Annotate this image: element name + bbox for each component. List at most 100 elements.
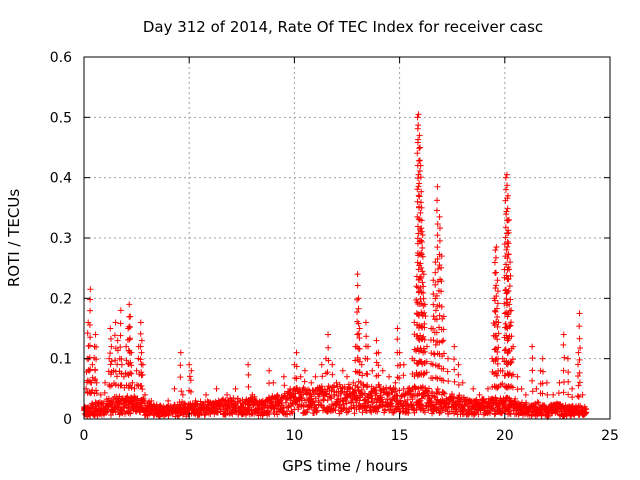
data-point bbox=[455, 361, 462, 368]
spike-point bbox=[107, 335, 114, 342]
noise-point bbox=[440, 389, 447, 396]
noise-point bbox=[582, 406, 589, 413]
noise-point bbox=[376, 383, 383, 390]
spike-point bbox=[504, 205, 511, 212]
noise-point bbox=[295, 406, 302, 413]
noise-point bbox=[318, 383, 325, 390]
noise-point bbox=[380, 385, 387, 392]
data-point bbox=[266, 367, 273, 374]
spike-point bbox=[507, 296, 514, 303]
noise-point bbox=[396, 387, 403, 394]
data-point bbox=[418, 204, 425, 211]
noise-point bbox=[250, 402, 257, 409]
spike-point bbox=[101, 389, 108, 396]
spike-point bbox=[394, 374, 401, 381]
x-tick-label: 10 bbox=[285, 428, 303, 444]
spike-point bbox=[114, 347, 121, 354]
data-point bbox=[329, 361, 336, 368]
x-axis-label: GPS time / hours bbox=[282, 457, 408, 475]
data-point bbox=[112, 319, 119, 326]
noise-point bbox=[131, 397, 138, 404]
data-point bbox=[414, 114, 421, 121]
data-point bbox=[451, 343, 458, 350]
spike-point bbox=[436, 312, 443, 319]
spike-point bbox=[419, 244, 426, 251]
noise-point bbox=[362, 390, 369, 397]
x-tick-label: 25 bbox=[601, 428, 619, 444]
data-point bbox=[502, 174, 509, 181]
spike-point bbox=[354, 282, 361, 289]
spike-point bbox=[451, 356, 458, 363]
spike-point bbox=[494, 300, 501, 307]
data-point bbox=[312, 373, 319, 380]
data-point bbox=[470, 385, 477, 392]
data-point bbox=[415, 111, 422, 118]
spike-point bbox=[434, 197, 441, 204]
data-point bbox=[293, 349, 300, 356]
spike-point bbox=[138, 349, 145, 356]
data-point bbox=[339, 367, 346, 374]
noise-point bbox=[181, 400, 188, 407]
noise-point bbox=[364, 398, 371, 405]
data-point bbox=[392, 379, 399, 386]
noise-point bbox=[397, 397, 404, 404]
noise-point bbox=[324, 397, 331, 404]
noise-point bbox=[237, 399, 244, 406]
spike-point bbox=[139, 371, 146, 378]
noise-point bbox=[498, 410, 505, 417]
data-point bbox=[138, 337, 145, 344]
noise-point bbox=[127, 410, 134, 417]
noise-point bbox=[278, 394, 285, 401]
data-point bbox=[386, 373, 393, 380]
noise-point bbox=[246, 407, 253, 414]
spike-point bbox=[107, 361, 114, 368]
data-point bbox=[400, 361, 407, 368]
noise-point bbox=[201, 412, 208, 419]
spike-point bbox=[111, 332, 118, 339]
spike-point bbox=[416, 157, 423, 164]
grid-layer bbox=[84, 57, 610, 419]
data-point bbox=[560, 331, 567, 338]
spike-point bbox=[560, 367, 567, 374]
data-point bbox=[171, 385, 178, 392]
data-point bbox=[325, 331, 332, 338]
noise-point bbox=[322, 391, 329, 398]
chart-title: Day 312 of 2014, Rate Of TEC Index for r… bbox=[143, 18, 543, 36]
spike-point bbox=[355, 330, 362, 337]
data-point bbox=[86, 367, 93, 374]
y-tick-label: 0.5 bbox=[50, 110, 72, 126]
spike-point bbox=[491, 259, 498, 266]
spike-point bbox=[245, 383, 252, 390]
x-tick-label: 5 bbox=[185, 428, 194, 444]
spike-point bbox=[364, 371, 371, 378]
spike-point bbox=[319, 373, 326, 380]
noise-point bbox=[378, 394, 385, 401]
data-point bbox=[89, 361, 96, 368]
noise-point bbox=[389, 402, 396, 409]
noise-point bbox=[422, 393, 429, 400]
noise-point bbox=[456, 392, 463, 399]
data-point bbox=[493, 244, 500, 251]
spike-point bbox=[93, 356, 100, 363]
noise-point bbox=[359, 409, 366, 416]
data-point bbox=[88, 379, 95, 386]
noise-point bbox=[402, 405, 409, 412]
data-point bbox=[213, 385, 220, 392]
noise-point bbox=[455, 405, 462, 412]
noise-point bbox=[283, 396, 290, 403]
noise-point bbox=[100, 400, 107, 407]
spike-point bbox=[352, 368, 359, 375]
data-point bbox=[476, 391, 483, 398]
spike-point bbox=[137, 330, 144, 337]
noise-point bbox=[343, 409, 350, 416]
spike-point bbox=[565, 369, 572, 376]
spike-point bbox=[576, 335, 583, 342]
noise-point bbox=[338, 388, 345, 395]
y-tick-label: 0.6 bbox=[50, 50, 72, 66]
noise-point bbox=[266, 411, 273, 418]
spike-point bbox=[574, 393, 581, 400]
noise-point bbox=[331, 382, 338, 389]
data-point bbox=[518, 385, 525, 392]
noise-point bbox=[313, 404, 320, 411]
data-point bbox=[82, 403, 89, 410]
